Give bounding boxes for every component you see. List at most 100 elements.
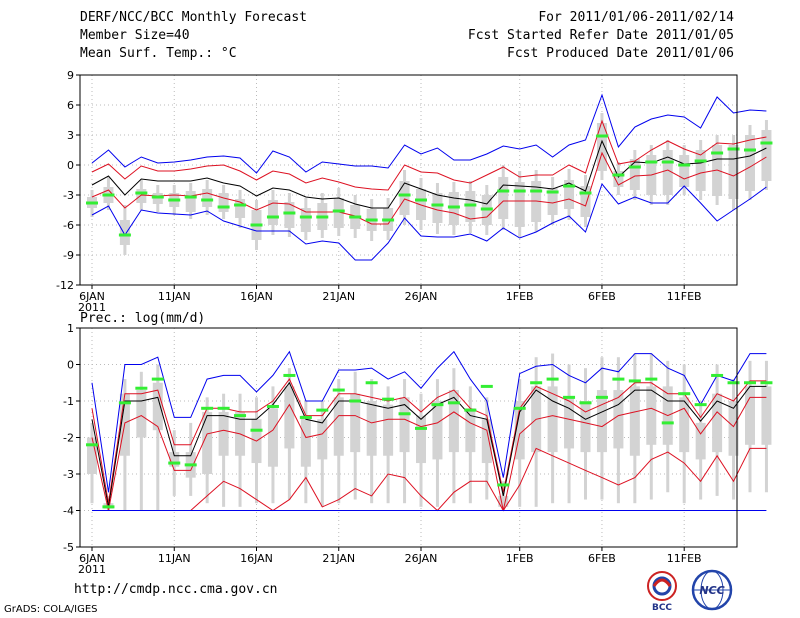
- y-tick-label: -2: [63, 432, 74, 445]
- box-body: [662, 150, 673, 195]
- median-mark: [612, 173, 625, 177]
- box-body: [185, 191, 196, 212]
- median-mark: [579, 401, 592, 405]
- box-body: [498, 177, 509, 219]
- series-line-upper: [91, 378, 767, 504]
- median-mark: [118, 233, 131, 237]
- median-mark: [86, 201, 98, 205]
- box-body: [87, 437, 97, 474]
- x-tick-label: 6JAN: [79, 290, 105, 303]
- y-tick-label: 1: [67, 322, 74, 335]
- box-body: [695, 422, 706, 460]
- median-mark: [464, 408, 477, 412]
- x-tick-label: 11FEB: [667, 552, 702, 565]
- box-body: [580, 401, 591, 453]
- series-line-lower: [91, 396, 767, 511]
- series-line-upper: [91, 119, 767, 191]
- median-mark: [382, 218, 395, 222]
- median-mark: [595, 134, 608, 138]
- box-body: [596, 390, 607, 453]
- box-body: [761, 130, 772, 181]
- median-mark: [595, 395, 608, 399]
- y-tick-label: -1: [63, 395, 74, 408]
- median-mark: [579, 191, 592, 195]
- y-tick-label: 0: [67, 159, 74, 172]
- median-mark: [678, 163, 691, 167]
- box-body: [481, 419, 492, 464]
- plot-frame: [79, 327, 738, 548]
- series-line-min: [91, 182, 767, 261]
- header-produced-date: Fcst Produced Date 2011/01/06: [507, 46, 734, 61]
- box-body: [119, 220, 130, 245]
- median-mark: [447, 205, 460, 209]
- median-mark: [744, 148, 756, 152]
- box-body: [728, 401, 739, 456]
- median-mark: [168, 198, 181, 202]
- box-body: [514, 401, 525, 460]
- box-body: [679, 397, 690, 453]
- median-mark: [645, 377, 658, 381]
- header-variable: Mean Surf. Temp.: °C: [80, 46, 237, 61]
- median-mark: [760, 381, 773, 385]
- median-mark: [135, 191, 148, 195]
- box-body: [432, 193, 443, 223]
- median-mark: [513, 406, 526, 410]
- median-mark: [201, 406, 214, 410]
- median-mark: [694, 403, 707, 407]
- median-mark: [365, 381, 378, 385]
- median-mark: [628, 379, 641, 383]
- median-mark: [661, 160, 674, 164]
- median-mark: [760, 141, 773, 145]
- median-mark: [546, 377, 559, 381]
- median-mark: [283, 211, 296, 215]
- box-body: [646, 386, 657, 445]
- median-mark: [530, 381, 543, 385]
- median-mark: [398, 412, 411, 416]
- median-mark: [151, 377, 164, 381]
- x-tick-label: 11JAN: [158, 290, 191, 303]
- median-mark: [201, 198, 214, 202]
- median-mark: [727, 147, 740, 151]
- median-mark: [250, 223, 263, 227]
- box-body: [745, 135, 755, 191]
- median-mark: [612, 377, 625, 381]
- box-body: [629, 159, 640, 190]
- box-body: [596, 123, 607, 171]
- box-body: [399, 397, 410, 453]
- box-body: [235, 199, 246, 218]
- box-body: [300, 415, 311, 467]
- box-body: [218, 193, 229, 212]
- median-mark: [184, 463, 197, 467]
- y-tick-label: 9: [67, 69, 74, 82]
- median-mark: [530, 189, 543, 193]
- median-mark: [464, 203, 477, 207]
- box-body: [761, 386, 772, 445]
- panel-title: Prec.: log(mm/d): [80, 311, 205, 326]
- median-mark: [480, 207, 493, 211]
- median-mark: [316, 408, 329, 412]
- y-tick-label: -12: [56, 279, 74, 292]
- median-mark: [349, 399, 362, 403]
- y-tick-label: -3: [63, 189, 74, 202]
- median-mark: [398, 193, 411, 197]
- box-body: [202, 189, 213, 207]
- box-body: [300, 208, 311, 232]
- box-body: [169, 452, 180, 467]
- median-mark: [299, 415, 312, 419]
- footer-url[interactable]: http://cmdp.ncc.cma.gov.cn: [74, 582, 278, 597]
- median-mark: [513, 189, 526, 193]
- box-body: [333, 397, 344, 456]
- box-body: [613, 171, 624, 187]
- median-mark: [102, 193, 115, 197]
- box-body: [498, 495, 509, 507]
- x-tick-label: 11JAN: [158, 552, 191, 565]
- median-mark: [349, 215, 362, 219]
- median-mark: [184, 195, 197, 199]
- median-mark: [332, 388, 345, 392]
- x-tick-label: 21JAN: [322, 290, 355, 303]
- box-body: [267, 408, 278, 467]
